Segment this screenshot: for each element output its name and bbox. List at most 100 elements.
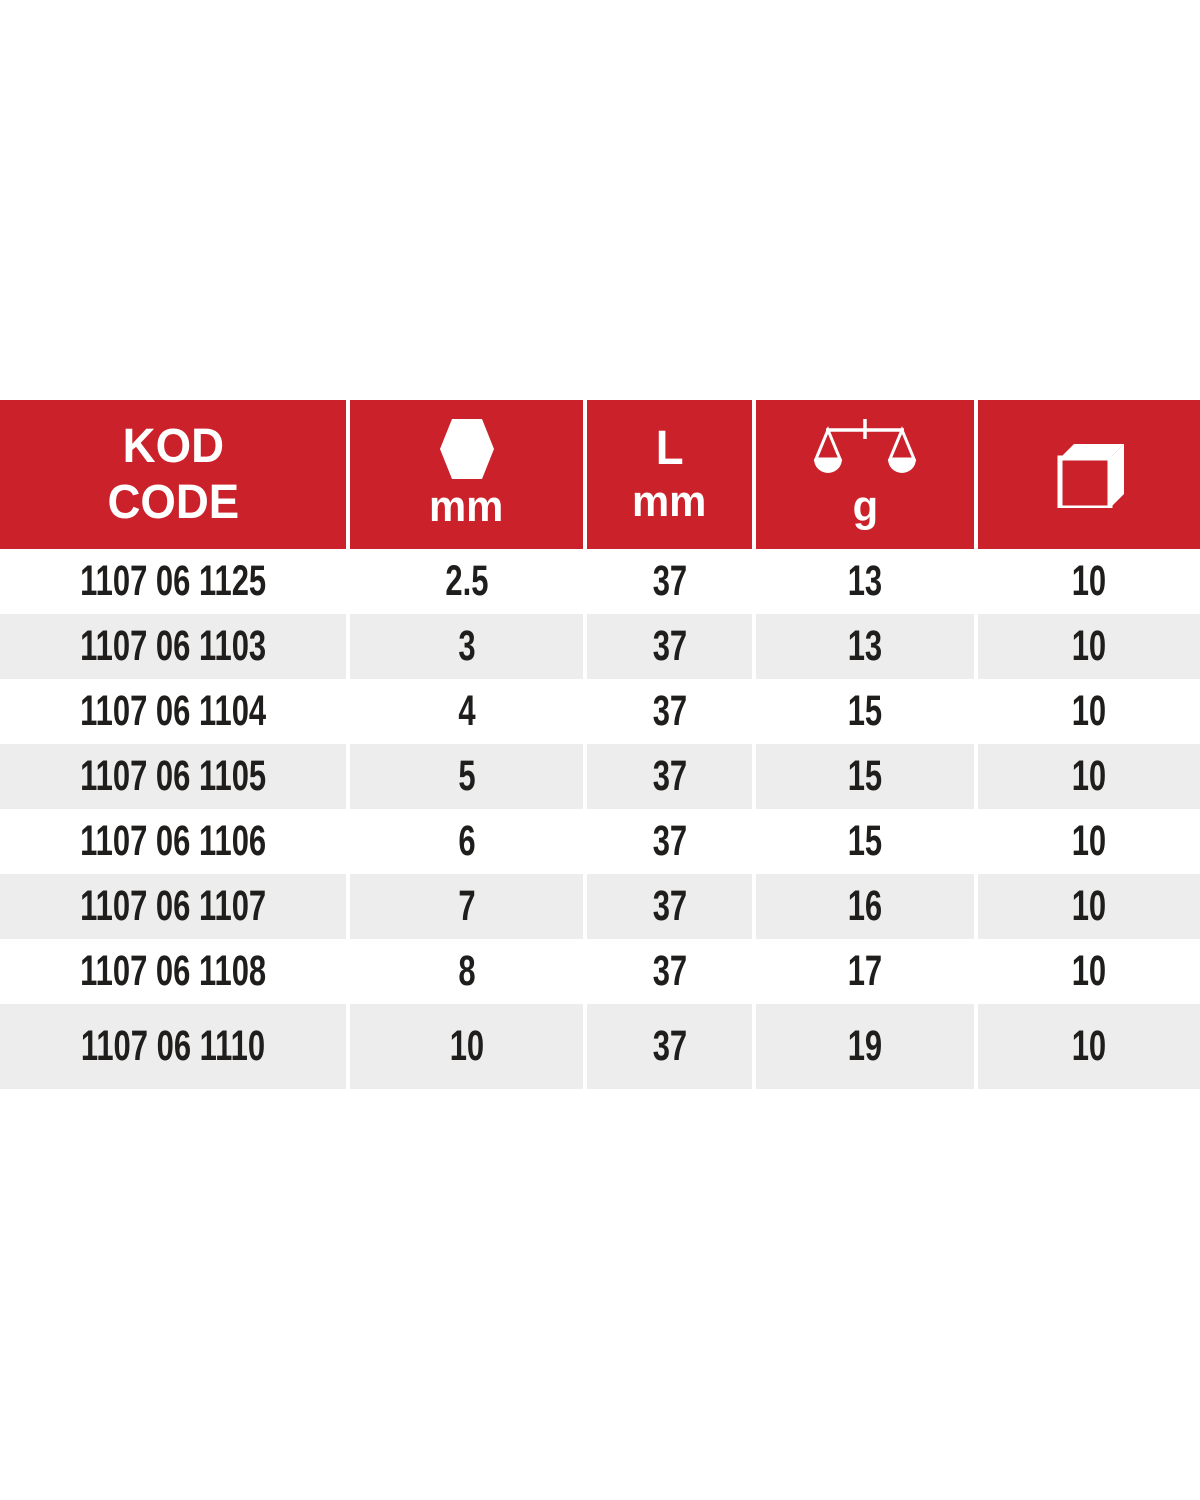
cell-code-value: 1107 06 1106 xyxy=(80,817,266,865)
weight-scale-icon xyxy=(813,419,917,474)
col-header-length: L mm xyxy=(583,400,754,549)
cell-hex-mm-value: 2.5 xyxy=(444,557,489,605)
cell-weight-g-value: 19 xyxy=(847,1022,883,1070)
length-header-cell: L mm xyxy=(587,400,752,549)
cell-pack-qty-value: 10 xyxy=(1071,882,1107,930)
cell-hex-mm: 10 xyxy=(346,1004,585,1089)
table-row: 1107 06 1106 6 37 15 10 xyxy=(0,809,1200,874)
cell-hex-mm: 6 xyxy=(346,809,585,874)
cell-pack-qty: 10 xyxy=(973,809,1200,874)
cell-weight-g-value: 13 xyxy=(847,557,883,605)
cell-code: 1107 06 1110 xyxy=(0,1004,348,1089)
cell-code: 1107 06 1107 xyxy=(0,874,348,939)
cell-weight-g: 15 xyxy=(751,744,976,809)
cell-pack-qty-value: 10 xyxy=(1071,947,1107,995)
table-header-row: KOD CODE mm L mm xyxy=(0,400,1200,549)
table-row: 1107 06 1105 5 37 15 10 xyxy=(0,744,1200,809)
cell-weight-g: 17 xyxy=(751,939,976,1004)
cell-hex-mm: 5 xyxy=(346,744,585,809)
cell-weight-g-value: 13 xyxy=(847,622,883,670)
cell-weight-g: 13 xyxy=(751,549,976,614)
cell-weight-g-value: 16 xyxy=(847,882,883,930)
cell-length-mm-value: 37 xyxy=(652,947,687,995)
table-body: 1107 06 1125 2.5 37 13 10 1107 06 1103 3 37 13 10… xyxy=(0,549,1200,1089)
cell-length-mm: 37 xyxy=(583,1004,754,1089)
table-row: 1107 06 1125 2.5 37 13 10 xyxy=(0,549,1200,614)
cell-hex-mm-value: 10 xyxy=(449,1022,484,1070)
cell-code: 1107 06 1125 xyxy=(0,549,348,614)
cell-weight-g-value: 17 xyxy=(847,947,883,995)
cell-length-mm-value: 37 xyxy=(652,557,687,605)
code-header-line2: CODE xyxy=(107,475,239,529)
cell-pack-qty: 10 xyxy=(973,1004,1200,1089)
cell-weight-g-value: 15 xyxy=(847,752,883,800)
hex-header-unit: mm xyxy=(429,482,504,532)
cell-pack-qty: 10 xyxy=(973,939,1200,1004)
length-header-symbol: L xyxy=(655,422,684,476)
cell-code-value: 1107 06 1105 xyxy=(80,752,266,800)
cell-weight-g-value: 15 xyxy=(847,817,883,865)
cell-hex-mm-value: 5 xyxy=(457,752,476,800)
table-row: 1107 06 1104 4 37 15 10 xyxy=(0,679,1200,744)
cell-hex-mm-value: 6 xyxy=(457,817,476,865)
cell-hex-mm: 8 xyxy=(346,939,585,1004)
cell-hex-mm: 4 xyxy=(346,679,585,744)
cell-hex-mm-value: 3 xyxy=(457,622,476,670)
cell-weight-g-value: 15 xyxy=(847,687,883,735)
col-header-hex-size: mm xyxy=(346,400,585,549)
cell-length-mm: 37 xyxy=(583,614,754,679)
table-header: KOD CODE mm L mm xyxy=(0,400,1200,549)
cell-code-value: 1107 06 1110 xyxy=(80,1022,266,1070)
col-header-weight: g xyxy=(751,400,976,549)
table-row: 1107 06 1103 3 37 13 10 xyxy=(0,614,1200,679)
cell-length-mm-value: 37 xyxy=(652,687,687,735)
cell-length-mm: 37 xyxy=(583,939,754,1004)
cell-length-mm-value: 37 xyxy=(652,1022,687,1070)
length-header-unit: mm xyxy=(632,477,707,527)
cell-code: 1107 06 1103 xyxy=(0,614,348,679)
cell-weight-g: 13 xyxy=(751,614,976,679)
cell-weight-g: 16 xyxy=(751,874,976,939)
cell-code-value: 1107 06 1103 xyxy=(80,622,266,670)
code-header-cell: KOD CODE xyxy=(0,400,346,549)
cell-pack-qty-value: 10 xyxy=(1071,817,1107,865)
cell-length-mm-value: 37 xyxy=(652,882,687,930)
hex-header-cell: mm xyxy=(350,400,583,549)
cell-hex-mm-value: 8 xyxy=(457,947,476,995)
package-box-icon xyxy=(1057,443,1124,508)
cell-weight-g: 15 xyxy=(751,679,976,744)
cell-weight-g: 15 xyxy=(751,809,976,874)
col-header-code: KOD CODE xyxy=(0,400,348,549)
weight-header-unit: g xyxy=(852,482,878,532)
product-table: KOD CODE mm L mm xyxy=(0,400,1200,1089)
cell-code-value: 1107 06 1125 xyxy=(80,557,266,605)
table-row: 1107 06 1110 10 37 19 10 xyxy=(0,1004,1200,1089)
cell-length-mm: 37 xyxy=(583,549,754,614)
cell-length-mm: 37 xyxy=(583,809,754,874)
cell-pack-qty-value: 10 xyxy=(1071,557,1107,605)
cell-length-mm: 37 xyxy=(583,744,754,809)
cell-length-mm-value: 37 xyxy=(652,817,687,865)
cell-length-mm-value: 37 xyxy=(652,752,687,800)
cell-pack-qty: 10 xyxy=(973,614,1200,679)
cell-length-mm: 37 xyxy=(583,679,754,744)
weight-header-cell: g xyxy=(756,400,974,549)
cell-pack-qty-value: 10 xyxy=(1071,752,1107,800)
cell-code: 1107 06 1104 xyxy=(0,679,348,744)
cell-hex-mm: 3 xyxy=(346,614,585,679)
cell-length-mm-value: 37 xyxy=(652,622,687,670)
cell-pack-qty: 10 xyxy=(973,744,1200,809)
cell-pack-qty: 10 xyxy=(973,549,1200,614)
cell-code-value: 1107 06 1108 xyxy=(80,947,266,995)
cell-pack-qty: 10 xyxy=(973,679,1200,744)
cell-code-value: 1107 06 1107 xyxy=(80,882,266,930)
cell-code: 1107 06 1106 xyxy=(0,809,348,874)
cell-pack-qty-value: 10 xyxy=(1071,687,1107,735)
package-header-cell xyxy=(978,400,1200,549)
table-row: 1107 06 1108 8 37 17 10 xyxy=(0,939,1200,1004)
cell-length-mm: 37 xyxy=(583,874,754,939)
cell-code: 1107 06 1108 xyxy=(0,939,348,1004)
cell-hex-mm: 7 xyxy=(346,874,585,939)
cell-pack-qty-value: 10 xyxy=(1071,1022,1107,1070)
